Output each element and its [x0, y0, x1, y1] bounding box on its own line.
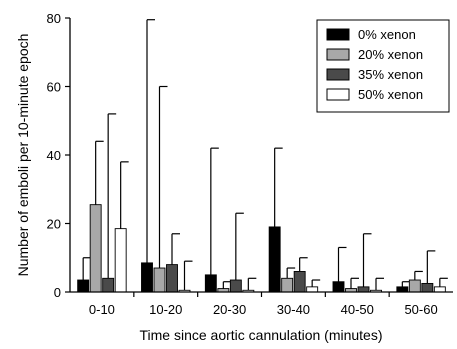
legend-swatch — [326, 48, 350, 61]
y-tick-label: 40 — [47, 148, 61, 163]
bar-20-xenon-0-10 — [89, 204, 102, 293]
y-tick-label: 60 — [47, 80, 61, 95]
y-tick-label: 20 — [47, 217, 61, 232]
y-tick-label: 0 — [54, 285, 61, 300]
bar-35-xenon-20-30 — [229, 279, 242, 293]
bar-50-xenon-30-40 — [306, 286, 319, 293]
x-tick-label: 20-30 — [213, 302, 246, 317]
legend-swatch — [326, 28, 350, 41]
y-tick-label: 80 — [47, 11, 61, 26]
legend-label: 50% xenon — [358, 87, 423, 102]
legend-label: 20% xenon — [358, 47, 423, 62]
bar-0-xenon-20-30 — [204, 274, 217, 293]
bar-35-xenon-30-40 — [293, 271, 306, 293]
ticks-layer: 0 20 40 60 80 0-10 10-20 20-30 30-40 40-50 50-60 — [47, 11, 438, 317]
bar-35-xenon-10-20 — [166, 264, 178, 293]
bar-0-xenon-0-10 — [77, 279, 90, 293]
y-axis-title: Number of emboli per 10-minute epoch — [15, 34, 31, 277]
bar-35-xenon-0-10 — [102, 277, 115, 293]
bar-0-xenon-40-50 — [332, 281, 345, 293]
bar-35-xenon-40-50 — [357, 286, 370, 293]
legend: 0% xenon 20% xenon 35% xenon 50% xenon — [316, 19, 450, 113]
bar-20-xenon-50-60 — [408, 279, 421, 293]
bar-50-xenon-0-10 — [114, 228, 127, 293]
legend-swatch — [326, 88, 350, 101]
legend-label: 0% xenon — [358, 27, 416, 42]
legend-swatch — [326, 68, 350, 81]
x-axis-title: Time since aortic cannulation (minutes) — [139, 327, 382, 343]
x-tick-label: 10-20 — [149, 302, 182, 317]
bar-20-xenon-30-40 — [281, 277, 294, 293]
bar-20-xenon-10-20 — [153, 267, 166, 293]
x-tick-label: 50-60 — [404, 302, 437, 317]
x-tick-label: 0-10 — [89, 302, 115, 317]
bar-0-xenon-30-40 — [268, 226, 281, 293]
legend-label: 35% xenon — [358, 67, 423, 82]
bar-0-xenon-50-60 — [396, 286, 409, 293]
bar-50-xenon-50-60 — [433, 286, 446, 293]
bar-35-xenon-50-60 — [421, 282, 434, 293]
bar-0-xenon-10-20 — [141, 262, 153, 293]
x-tick-label: 30-40 — [277, 302, 310, 317]
x-tick-label: 40-50 — [341, 302, 374, 317]
